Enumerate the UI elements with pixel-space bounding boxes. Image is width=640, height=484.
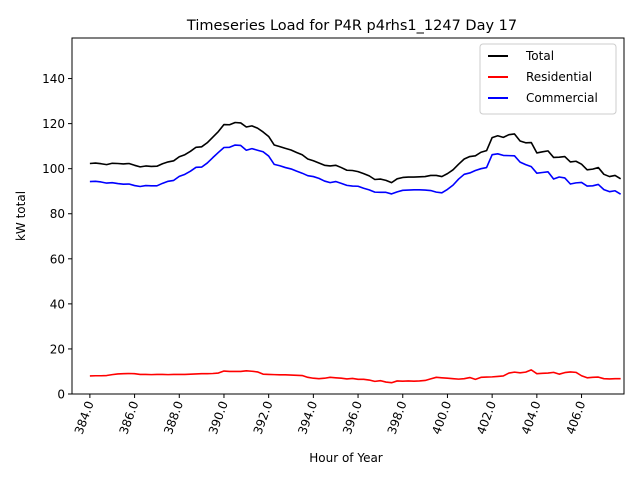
axes-frame [71, 37, 625, 395]
x-axis-label: Hour of Year [309, 451, 383, 465]
y-tick-label: 60 [50, 252, 65, 266]
legend-label-commercial: Commercial [526, 91, 598, 105]
series-line-residential [89, 369, 621, 384]
legend: Total Residential Commercial [479, 43, 617, 115]
y-tick-label: 0 [57, 388, 65, 402]
legend-label-residential: Residential [526, 70, 592, 84]
legend-box [479, 43, 617, 115]
series-line-total [89, 121, 622, 184]
chart-title: Timeseries Load for P4R p4rhs1_1247 Day … [186, 18, 517, 34]
y-tick-label: 140 [42, 72, 65, 86]
y-tick-label: 120 [42, 117, 65, 131]
y-tick-label: 40 [50, 297, 65, 311]
legend-label-total: Total [525, 49, 554, 63]
series-line-commercial [89, 144, 622, 195]
y-tick-label: 20 [50, 342, 65, 356]
y-tick-label: 100 [42, 162, 65, 176]
y-axis-ticks: 0 20 40 60 80 100 120 140 [42, 72, 72, 402]
y-tick-label: 80 [50, 207, 65, 221]
y-axis-label: kW total [14, 191, 28, 241]
series-lines [89, 121, 622, 384]
